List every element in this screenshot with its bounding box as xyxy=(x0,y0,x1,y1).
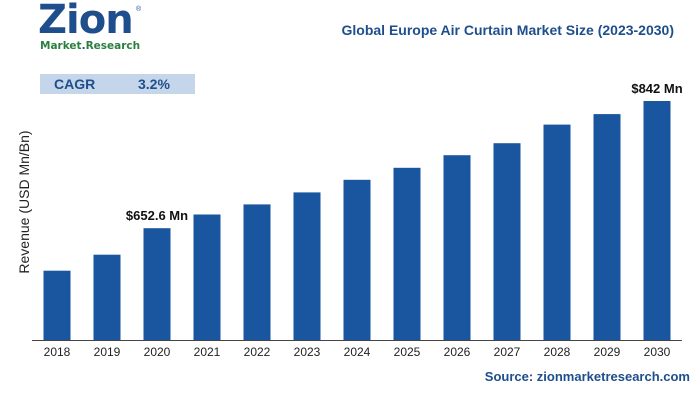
bar-2020 xyxy=(143,228,171,340)
bar-2024 xyxy=(343,179,371,340)
x-tick-label: 2022 xyxy=(244,345,271,359)
logo-main-text: Zion xyxy=(38,0,134,43)
bar-2018 xyxy=(43,270,71,340)
source-text: Source: zionmarketresearch.com xyxy=(484,369,690,384)
logo-sub-text: Market.Research xyxy=(40,40,140,52)
bar-2028 xyxy=(543,124,571,340)
x-tick-label: 2021 xyxy=(194,345,221,359)
bar-2021 xyxy=(193,214,221,340)
logo-sub-research: Research xyxy=(85,40,141,52)
x-tick-label: 2028 xyxy=(544,345,571,359)
x-tick-label: 2030 xyxy=(644,345,671,359)
x-tick-label: 2019 xyxy=(94,345,121,359)
logo-sub-dot: . xyxy=(81,40,86,52)
x-tick-label: 2026 xyxy=(444,345,471,359)
x-tick-label: 2018 xyxy=(44,345,71,359)
cagr-value: 3.2% xyxy=(138,76,170,92)
chart-title: Global Europe Air Curtain Market Size (2… xyxy=(341,22,674,38)
data-label-2030: $842 Mn xyxy=(631,81,682,96)
cagr-label: CAGR xyxy=(54,76,96,92)
bar-2030 xyxy=(643,101,671,340)
bar-2023 xyxy=(293,192,321,340)
cagr-box: CAGR 3.2% xyxy=(40,74,195,94)
zion-logo: Zion ® Market.Research xyxy=(38,0,148,52)
bar-2029 xyxy=(593,114,621,340)
x-tick-label: 2020 xyxy=(144,345,171,359)
x-tick-label: 2024 xyxy=(344,345,371,359)
x-tick-label: 2025 xyxy=(394,345,421,359)
data-label-2020: $652.6 Mn xyxy=(126,208,188,223)
logo-sub-market: Market xyxy=(40,40,82,52)
bar-2025 xyxy=(393,167,421,340)
x-tick-label: 2023 xyxy=(294,345,321,359)
x-tick-label: 2029 xyxy=(594,345,621,359)
bar-2026 xyxy=(443,155,471,340)
bar-2019 xyxy=(93,254,121,340)
bar-2022 xyxy=(243,204,271,340)
logo-registered-mark: ® xyxy=(136,6,142,13)
x-tick-label: 2027 xyxy=(494,345,521,359)
bar-2027 xyxy=(493,143,521,340)
